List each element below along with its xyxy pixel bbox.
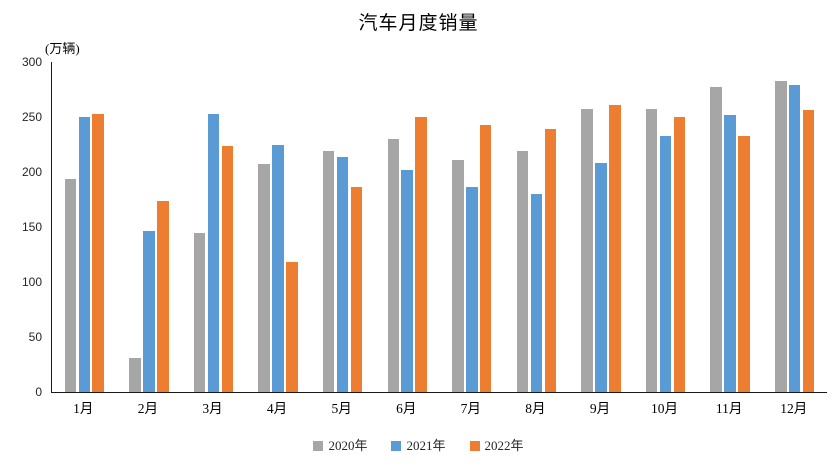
bar-2021年-11月	[724, 114, 736, 392]
bar-2021年-5月	[336, 156, 349, 392]
bar-2022年-12月	[802, 110, 815, 392]
bar-group-4月	[246, 62, 311, 392]
bar-2022年-2月	[157, 200, 169, 392]
bar-group-5月	[310, 62, 375, 392]
bar-group-11月	[698, 62, 763, 392]
legend-label: 2022年	[484, 438, 524, 453]
bar-2021年-2月	[143, 231, 155, 392]
bar-2020年-5月	[322, 151, 335, 392]
plot-area	[51, 62, 827, 393]
bar-2020年-12月	[775, 80, 787, 392]
legend-item-2021年: 2021年	[391, 438, 446, 454]
x-axis-label-5月: 5月	[331, 401, 352, 416]
bar-2020年-6月	[387, 139, 400, 392]
bar-2022年-10月	[673, 117, 686, 392]
x-axis-label-6月: 6月	[396, 401, 417, 416]
x-axis-label-1月: 1月	[73, 401, 94, 416]
x-axis-label-9月: 9月	[589, 401, 611, 416]
chart-legend: 2020年 2021年 2022年	[0, 438, 837, 454]
x-axis-label-4月: 4月	[266, 401, 288, 416]
legend-item-2022年: 2022年	[469, 438, 524, 454]
bar-2022年-7月	[479, 124, 492, 392]
bar-group-12月	[762, 62, 827, 392]
x-axis-label-3月: 3月	[202, 401, 223, 416]
legend-item-2020年: 2020年	[313, 438, 367, 454]
y-tick-label-150: 150	[21, 220, 42, 234]
bar-2022年-3月	[221, 145, 234, 392]
legend-swatch-icon	[391, 441, 402, 451]
bar-2022年-8月	[544, 129, 556, 392]
bar-2022年-1月	[92, 113, 104, 392]
chart-title: 汽车月度销量	[358, 13, 479, 34]
bar-2020年-1月	[64, 178, 77, 392]
bar-2020年-3月	[193, 232, 206, 392]
x-axis-labels: 1月 2月 3月 4月 5月 6月 7月 8月 9月 10月 11月 12月	[51, 400, 826, 418]
y-axis-unit-label: (万辆)	[45, 41, 80, 56]
bar-2020年-7月	[452, 159, 464, 392]
x-axis-label-2月: 2月	[137, 401, 158, 416]
bar-2021年-9月	[595, 163, 607, 392]
x-axis-label-11月: 11月	[715, 401, 743, 416]
bar-2021年-4月	[272, 144, 284, 392]
bar-group-7月	[440, 62, 505, 392]
x-axis-label-12月: 12月	[780, 401, 808, 416]
y-tick-label-50: 50	[28, 330, 42, 344]
bar-group-1月	[52, 62, 117, 392]
bar-2021年-10月	[659, 135, 672, 392]
bar-2020年-8月	[516, 151, 529, 392]
legend-label: 2020年	[328, 438, 368, 453]
bar-group-3月	[181, 62, 246, 392]
y-tick-label-100: 100	[21, 275, 42, 289]
y-axis-tick-labels: 0 50 100 150 200 250 300	[0, 55, 42, 399]
bar-2020年-4月	[258, 164, 270, 392]
y-tick-label-0: 0	[35, 385, 42, 399]
y-tick-label-250: 250	[21, 110, 42, 124]
bar-group-6月	[375, 62, 440, 392]
bar-2021年-3月	[207, 113, 220, 392]
bar-group-2月	[117, 62, 182, 392]
legend-swatch-icon	[469, 441, 480, 451]
bar-2022年-4月	[286, 262, 298, 392]
bar-2022年-6月	[415, 117, 427, 392]
bar-group-10月	[633, 62, 698, 392]
bar-2021年-1月	[78, 117, 91, 392]
y-tick-label-200: 200	[21, 165, 42, 179]
bar-2022年-11月	[738, 135, 750, 392]
bar-2021年-12月	[788, 85, 801, 392]
bar-2020年-11月	[710, 87, 722, 392]
bar-2020年-9月	[581, 109, 593, 392]
bar-2021年-6月	[401, 169, 413, 392]
legend-swatch-icon	[313, 441, 324, 451]
bar-2022年-5月	[350, 187, 363, 392]
y-tick-label-300: 300	[21, 55, 42, 69]
bar-group-8月	[504, 62, 569, 392]
bar-2021年-7月	[466, 187, 478, 392]
x-axis-label-7月: 7月	[460, 401, 481, 416]
x-axis-label-8月: 8月	[525, 401, 546, 416]
bar-group-9月	[569, 62, 634, 392]
bar-2020年-2月	[129, 357, 141, 392]
legend-label: 2021年	[406, 438, 446, 453]
bar-2020年-10月	[645, 109, 658, 392]
bar-2021年-8月	[530, 194, 543, 392]
x-axis-label-10月: 10月	[651, 401, 679, 416]
bar-2022年-9月	[609, 104, 621, 392]
